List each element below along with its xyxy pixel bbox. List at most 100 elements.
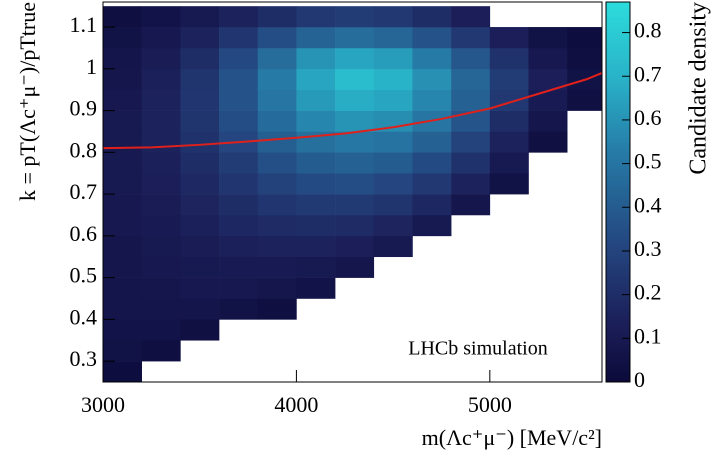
heatmap-cell — [374, 361, 413, 382]
heatmap-cell — [180, 47, 220, 70]
colorbar-strip — [606, 264, 630, 267]
heatmap-cell — [219, 214, 259, 237]
colorbar-strip — [606, 258, 630, 261]
colorbar-strip — [606, 90, 630, 93]
heatmap-cell — [490, 278, 529, 299]
colorbar-strip — [606, 290, 630, 293]
colorbar-strip — [606, 52, 630, 55]
colorbar-strip — [606, 352, 630, 355]
colorbar-strip — [606, 216, 630, 219]
heatmap-cell — [219, 68, 259, 90]
colorbar-strip — [606, 128, 630, 131]
heatmap-cell — [567, 236, 606, 257]
colorbar-strip — [606, 144, 630, 147]
colorbar-strip — [606, 150, 630, 153]
colorbar-strip — [606, 330, 630, 333]
heatmap-cell — [529, 298, 568, 319]
colorbar-strip — [606, 88, 630, 91]
colorbar-strip — [606, 294, 630, 297]
fit-curve — [103, 72, 602, 150]
colorbar-strip — [606, 70, 630, 73]
heatmap-cell — [374, 319, 413, 340]
heatmap-cell — [296, 256, 336, 278]
colorbar-strip — [606, 2, 630, 5]
colorbar-strip — [606, 178, 630, 181]
colorbar-strip — [606, 340, 630, 343]
heatmap-cell — [180, 6, 220, 28]
heatmap-cell — [490, 215, 529, 236]
heatmap-cell — [335, 110, 375, 132]
colorbar-strip — [606, 146, 630, 149]
colorbar-strip — [606, 282, 630, 285]
colorbar-strip — [606, 44, 630, 47]
heatmap-cell — [103, 214, 142, 237]
heatmap-cell — [180, 152, 220, 174]
colorbar-strip — [606, 322, 630, 325]
heatmap-cell — [451, 278, 490, 299]
heatmap-cell — [141, 6, 181, 28]
colorbar-strip — [606, 166, 630, 169]
heatmap-cell — [257, 68, 297, 90]
colorbar-strip — [606, 138, 630, 141]
heatmap-cell — [180, 319, 220, 341]
colorbar-strip — [606, 134, 630, 137]
heatmap-cell — [490, 194, 529, 215]
heatmap-cell — [142, 361, 181, 382]
heatmap-cell — [180, 27, 220, 49]
heatmap-cell — [335, 27, 375, 49]
heatmap-cell — [257, 6, 297, 28]
heatmap-cell — [373, 173, 413, 195]
heatmap-cell — [374, 278, 413, 299]
heatmap-cell — [257, 110, 297, 132]
heatmap-cell — [296, 89, 336, 111]
colorbar-tick-label: 0.8 — [634, 18, 662, 43]
colorbar-strip — [606, 336, 630, 339]
colorbar-strip — [606, 206, 630, 209]
colorbar-strip — [606, 194, 630, 197]
heatmap-cell — [180, 110, 220, 132]
colorbar-strip — [606, 148, 630, 151]
colorbar-strip — [606, 24, 630, 27]
colorbar-strip — [606, 254, 630, 257]
colorbar-strip — [606, 168, 630, 171]
heatmap-cell — [335, 278, 374, 299]
heatmap-cell — [528, 68, 568, 90]
heatmap-cell — [567, 298, 606, 319]
colorbar-strip — [606, 152, 630, 155]
heatmap-cell — [412, 173, 452, 195]
heatmap-cell — [451, 298, 490, 319]
colorbar-strip — [606, 94, 630, 97]
colorbar-strip — [606, 306, 630, 309]
y-tick-label: 0.9 — [70, 96, 98, 121]
heatmap-cell — [103, 68, 142, 90]
colorbar-strip — [606, 246, 630, 249]
colorbar-strip — [606, 96, 630, 99]
colorbar-strip — [606, 222, 630, 225]
heatmap-cell — [412, 298, 451, 319]
heatmap-cell — [412, 214, 452, 237]
heatmap-cell — [490, 361, 529, 382]
heatmap-cell — [451, 152, 491, 174]
heatmap-cell — [335, 194, 375, 216]
heatmap-cell — [296, 27, 336, 49]
colorbar-strip — [606, 176, 630, 179]
colorbar-strip — [606, 32, 630, 35]
colorbar-strip — [606, 106, 630, 109]
heatmap-cell — [489, 152, 529, 174]
heatmap-cell — [335, 256, 375, 278]
heatmap-cell — [257, 173, 297, 195]
y-tick-label: 0.3 — [70, 346, 98, 371]
heatmap-cell — [490, 6, 529, 27]
heatmap-cell — [373, 6, 413, 28]
colorbar-strip — [606, 366, 630, 369]
colorbar-strip — [606, 34, 630, 37]
colorbar-strip — [606, 14, 630, 17]
heatmap-cell — [141, 89, 181, 111]
heatmap — [103, 6, 606, 382]
heatmap-cell — [219, 110, 259, 132]
colorbar-strip — [606, 320, 630, 323]
heatmap-cell — [296, 214, 336, 237]
heatmap-cell — [257, 277, 297, 299]
heatmap-cell — [219, 361, 258, 382]
y-tick-label: 1 — [86, 54, 97, 79]
